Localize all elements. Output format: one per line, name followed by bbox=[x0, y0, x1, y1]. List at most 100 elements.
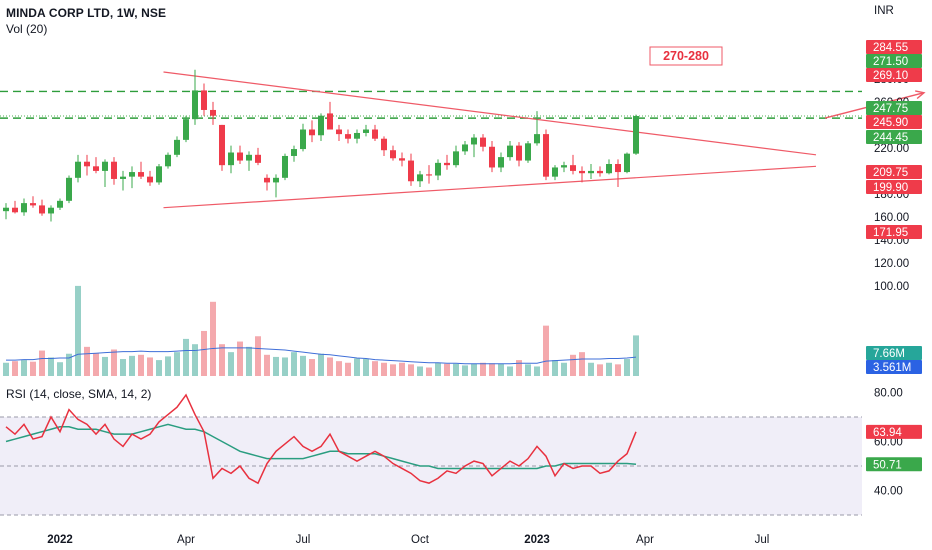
volume-bar[interactable] bbox=[12, 361, 18, 376]
candle[interactable] bbox=[201, 90, 207, 110]
candle[interactable] bbox=[192, 90, 198, 120]
volume-bar[interactable] bbox=[417, 366, 423, 376]
candle[interactable] bbox=[75, 161, 81, 178]
candle[interactable] bbox=[435, 162, 441, 176]
volume-bar[interactable] bbox=[363, 359, 369, 376]
candle[interactable] bbox=[372, 129, 378, 139]
volume-bar[interactable] bbox=[255, 336, 261, 376]
volume-bar[interactable] bbox=[75, 285, 81, 376]
volume-bar[interactable] bbox=[507, 366, 513, 376]
volume-bar[interactable] bbox=[345, 362, 351, 376]
volume-bar[interactable] bbox=[273, 356, 279, 376]
candle[interactable] bbox=[345, 134, 351, 139]
volume-bar[interactable] bbox=[201, 330, 207, 376]
volume-bar[interactable] bbox=[426, 367, 432, 376]
volume-bar[interactable] bbox=[579, 352, 585, 376]
candle[interactable] bbox=[597, 170, 603, 174]
volume-bar[interactable] bbox=[129, 355, 135, 376]
volume-bar[interactable] bbox=[597, 364, 603, 376]
volume-pane[interactable] bbox=[3, 285, 639, 376]
candle[interactable] bbox=[12, 207, 18, 213]
candle[interactable] bbox=[471, 137, 477, 145]
candle[interactable] bbox=[462, 144, 468, 152]
candle[interactable] bbox=[498, 157, 504, 168]
candle[interactable] bbox=[336, 129, 342, 135]
candle[interactable] bbox=[552, 167, 558, 177]
volume-bar[interactable] bbox=[462, 365, 468, 376]
candle[interactable] bbox=[489, 146, 495, 168]
volume-bar[interactable] bbox=[318, 353, 324, 376]
candle[interactable] bbox=[264, 177, 270, 183]
candle[interactable] bbox=[147, 176, 153, 183]
volume-bar[interactable] bbox=[3, 362, 9, 376]
candle[interactable] bbox=[390, 150, 396, 159]
volume-bar[interactable] bbox=[435, 362, 441, 376]
volume-bar[interactable] bbox=[309, 359, 315, 376]
volume-bar[interactable] bbox=[552, 360, 558, 376]
volume-bar[interactable] bbox=[48, 357, 54, 376]
volume-bar[interactable] bbox=[57, 362, 63, 376]
volume-bar[interactable] bbox=[174, 352, 180, 376]
candle[interactable] bbox=[228, 152, 234, 166]
candle[interactable] bbox=[444, 162, 450, 166]
candle[interactable] bbox=[408, 160, 414, 182]
volume-bar[interactable] bbox=[300, 355, 306, 376]
candle[interactable] bbox=[381, 138, 387, 151]
candle[interactable] bbox=[309, 129, 315, 136]
volume-bar[interactable] bbox=[327, 357, 333, 376]
candle[interactable] bbox=[174, 139, 180, 155]
candle[interactable] bbox=[57, 200, 63, 208]
candle[interactable] bbox=[237, 152, 243, 161]
volume-bar[interactable] bbox=[93, 353, 99, 376]
volume-bar[interactable] bbox=[219, 344, 225, 376]
volume-bar[interactable] bbox=[516, 360, 522, 376]
volume-bar[interactable] bbox=[102, 356, 108, 376]
volume-bar[interactable] bbox=[228, 352, 234, 376]
candle[interactable] bbox=[21, 203, 27, 213]
volume-bar[interactable] bbox=[381, 362, 387, 376]
volume-bar[interactable] bbox=[588, 362, 594, 376]
volume-bar[interactable] bbox=[156, 360, 162, 376]
volume-bar[interactable] bbox=[147, 357, 153, 376]
candle[interactable] bbox=[156, 166, 162, 183]
volume-bar[interactable] bbox=[399, 362, 405, 376]
candle[interactable] bbox=[219, 124, 225, 166]
candle[interactable] bbox=[273, 177, 279, 183]
volume-bar[interactable] bbox=[282, 357, 288, 376]
rsi-pane[interactable] bbox=[0, 393, 862, 516]
candle[interactable] bbox=[210, 109, 216, 116]
candle[interactable] bbox=[93, 166, 99, 171]
trendline-upper[interactable] bbox=[163, 71, 817, 156]
candle[interactable] bbox=[399, 158, 405, 161]
volume-bar[interactable] bbox=[372, 361, 378, 376]
candle[interactable] bbox=[480, 137, 486, 147]
candle[interactable] bbox=[516, 145, 522, 161]
volume-bar[interactable] bbox=[615, 364, 621, 376]
candle[interactable] bbox=[255, 154, 261, 163]
volume-bar[interactable] bbox=[471, 363, 477, 376]
symbol-title[interactable]: MINDA CORP LTD, 1W, NSE bbox=[6, 6, 167, 20]
volume-bar[interactable] bbox=[570, 354, 576, 376]
candle[interactable] bbox=[282, 155, 288, 178]
volume-bar[interactable] bbox=[444, 363, 450, 376]
volume-bar[interactable] bbox=[489, 363, 495, 376]
volume-bar[interactable] bbox=[120, 359, 126, 376]
volume-bar[interactable] bbox=[534, 366, 540, 376]
volume-bar[interactable] bbox=[246, 346, 252, 376]
candle[interactable] bbox=[417, 174, 423, 182]
candle[interactable] bbox=[327, 113, 333, 130]
candle[interactable] bbox=[138, 172, 144, 177]
candle[interactable] bbox=[534, 134, 540, 144]
volume-bar[interactable] bbox=[624, 359, 630, 376]
candle[interactable] bbox=[525, 143, 531, 161]
candle[interactable] bbox=[579, 170, 585, 174]
candle[interactable] bbox=[588, 170, 594, 174]
volume-bar[interactable] bbox=[453, 363, 459, 376]
candle[interactable] bbox=[543, 134, 549, 177]
volume-bar[interactable] bbox=[138, 354, 144, 376]
candle[interactable] bbox=[624, 153, 630, 173]
rsi-indicator-label[interactable]: RSI (14, close, SMA, 14, 2) bbox=[6, 387, 152, 401]
candle[interactable] bbox=[183, 119, 189, 140]
candle[interactable] bbox=[507, 145, 513, 158]
volume-bar[interactable] bbox=[390, 364, 396, 376]
